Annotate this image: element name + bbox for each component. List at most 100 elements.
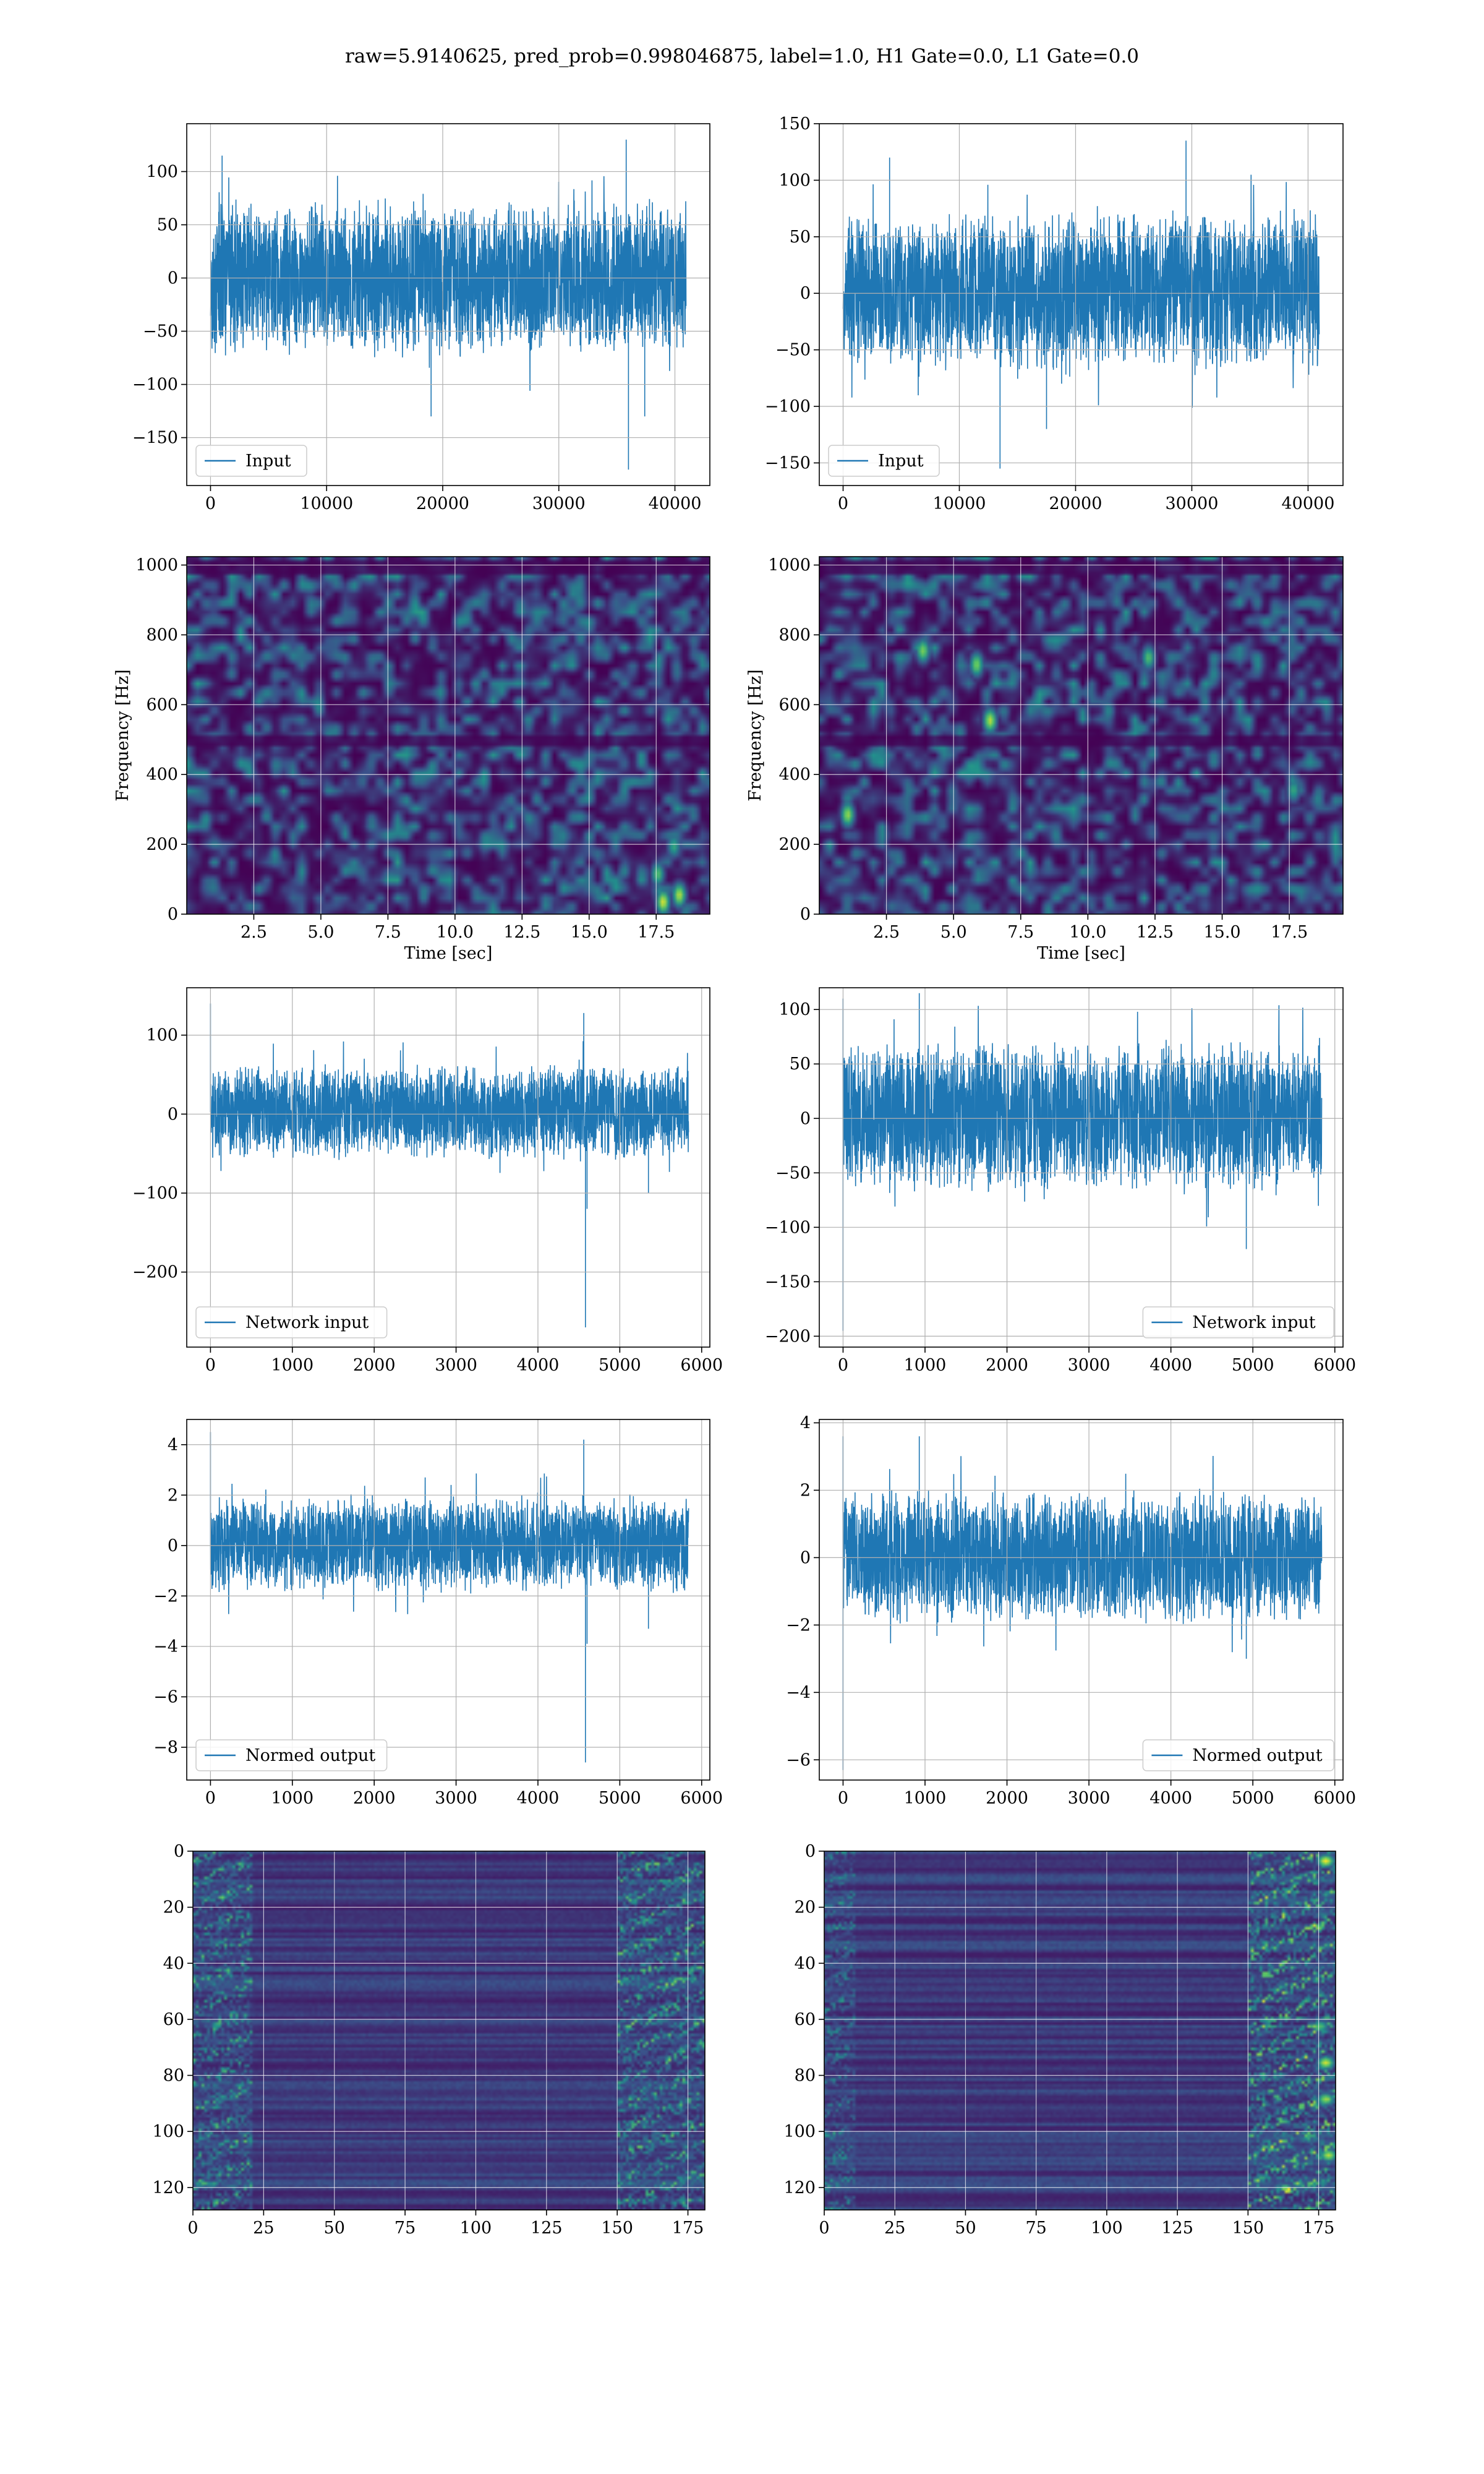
x-tick-label: 0 [205,494,216,513]
y-tick-label: −150 [132,429,178,448]
series-line [842,993,1323,1331]
x-tick-label: 30000 [1166,494,1219,513]
x-tick-label: 2000 [353,1356,396,1375]
heatmap-image [187,557,710,914]
x-tick-label: 0 [187,2219,198,2238]
x-tick-label: 6000 [680,1789,723,1808]
y-tick-label: 0 [800,1548,811,1567]
legend: Network input [1142,1306,1334,1338]
x-tick-label: 10000 [300,494,353,513]
y-tick-label: 1000 [768,556,811,575]
y-tick-label: −100 [765,1218,811,1237]
plot-area [819,988,1343,1347]
chart-netin-h1: 0 1000 2000 3000 4000 5000 6000 −200 −100 0 100 Net… [132,987,723,1375]
y-tick-label: 60 [795,2010,816,2029]
y-tick-label: 200 [146,835,178,854]
y-tick-label: 0 [168,1105,178,1124]
y-tick-label: 120 [783,2178,816,2198]
series-line [842,1436,1323,1770]
x-tick-label: 6000 [1313,1356,1356,1375]
y-tick-label: −6 [153,1687,178,1706]
y-tick-label: 80 [163,2066,184,2086]
y-tick-label: 1000 [135,556,178,575]
y-tick-label: −200 [765,1327,811,1346]
y-tick-label: 100 [152,2122,184,2141]
x-tick-label: 25 [253,2219,274,2238]
x-tick-label: 0 [205,1356,216,1375]
x-tick-label: 30000 [532,494,586,513]
x-tick-label: 12.5 [1136,923,1174,942]
plot-area [824,1851,1336,2210]
x-tick-label: 17.5 [638,923,675,942]
y-tick-label: 100 [778,1000,811,1019]
x-tick-label: 1000 [904,1356,947,1375]
x-tick-label: 7.5 [375,923,401,942]
axes-frame [819,123,1344,486]
y-tick-label: −150 [765,453,811,473]
y-tick-label: 60 [163,2010,184,2029]
y-tick-label: 600 [778,695,811,714]
x-tick-label: 5000 [599,1789,641,1808]
x-tick-label: 150 [1232,2219,1264,2238]
x-tick-label: 0 [819,2219,829,2238]
x-tick-label: 25 [884,2219,905,2238]
y-tick-label: −100 [132,375,178,395]
x-tick-label: 75 [1025,2219,1046,2238]
x-tick-label: 3000 [435,1789,477,1808]
chart-feat-l1: 0 25 50 75 100 125 150 175 0 20 40 60 80 100 120 [783,1842,1336,2238]
y-tick-label: −2 [786,1616,811,1635]
legend-box [195,1739,388,1771]
y-tick-label: −50 [143,322,178,341]
y-tick-label: 100 [146,1026,178,1045]
x-tick-label: 10.0 [1069,923,1106,942]
y-tick-label: 120 [152,2178,184,2198]
x-tick-label: 0 [205,1789,216,1808]
legend: Normed output [1142,1739,1334,1771]
y-tick-label: −100 [132,1184,178,1203]
chart-spec-h1: 2.5 5.0 7.5 10.0 12.5 15.0 17.5 0 200 400 600 800 10… [113,556,710,963]
plot-area [187,557,710,914]
x-tick-label: 4000 [517,1789,560,1808]
axes-frame [186,987,710,1348]
plot-area [193,1851,705,2210]
y-tick-label: −100 [765,397,811,416]
x-tick-label: 17.5 [1271,923,1308,942]
legend-box [1142,1306,1334,1338]
y-tick-label: 100 [778,171,811,190]
y-tick-label: 50 [157,215,178,234]
series-line [210,1003,689,1328]
x-tick-label: 40000 [1282,494,1335,513]
x-tick-label: 0 [838,1789,848,1808]
x-tick-label: 15.0 [1203,923,1240,942]
y-tick-label: 40 [795,1954,816,1973]
plot-area [819,124,1343,486]
legend-label: Network input [245,1313,369,1332]
y-tick-label: 50 [790,228,811,247]
y-tick-label: 0 [800,1109,811,1128]
x-tick-label: 2.5 [241,923,267,942]
x-tick-label: 0 [838,1356,848,1375]
y-tick-label: 4 [168,1436,178,1455]
y-tick-label: 800 [778,625,811,644]
y-tick-label: 0 [168,1536,178,1556]
plot-area [819,1419,1343,1780]
legend: Input [828,445,940,477]
x-tick-label: 50 [324,2219,345,2238]
legend-label: Input [245,452,291,471]
chart-netin-l1: 0 1000 2000 3000 4000 5000 6000−200−150−100−50… [765,987,1356,1375]
x-tick-label: 75 [394,2219,416,2238]
x-tick-label: 175 [1303,2219,1335,2238]
y-tick-label: −8 [153,1738,178,1757]
x-tick-label: 100 [1091,2219,1123,2238]
x-tick-label: 5000 [599,1356,641,1375]
series-line [210,1432,689,1763]
legend-label: Network input [1192,1313,1315,1332]
x-tick-label: 10.0 [437,923,474,942]
x-tick-label: 6000 [1313,1789,1356,1808]
y-tick-label: −6 [786,1750,811,1770]
chart-normed-l1: 0 1000 2000 3000 4000 5000 6000 −6 −4 −2 0 2 4 Normed… [786,1413,1356,1808]
y-tick-label: 0 [168,905,178,924]
x-tick-label: 6000 [680,1356,723,1375]
legend-box [195,1306,388,1338]
y-tick-label: −150 [765,1272,811,1291]
